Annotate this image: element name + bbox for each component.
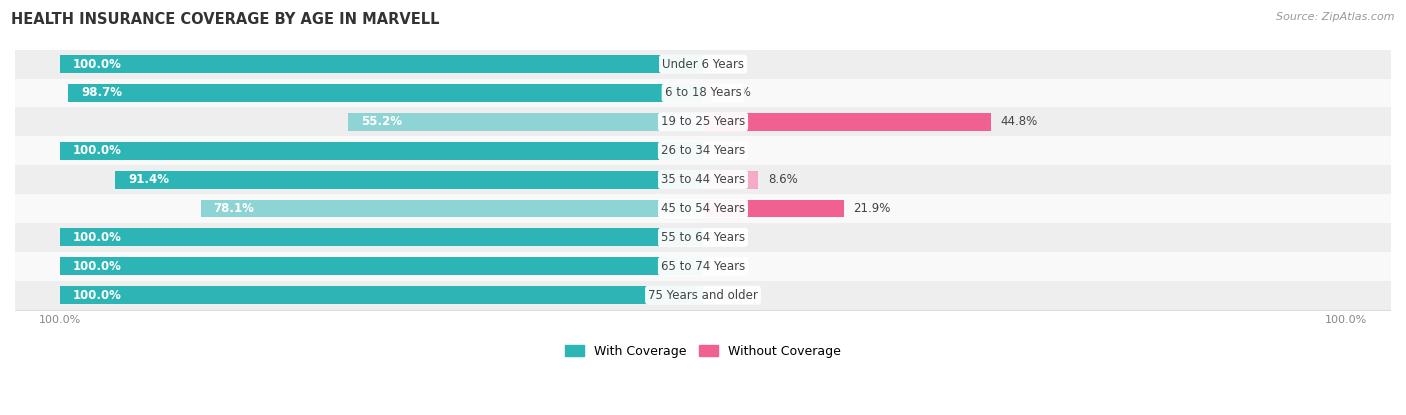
Text: 44.8%: 44.8% <box>1001 115 1038 128</box>
Bar <box>703 113 991 131</box>
Bar <box>15 165 1391 194</box>
Text: 0.0%: 0.0% <box>713 289 742 302</box>
Text: 0.0%: 0.0% <box>713 144 742 157</box>
Text: 100.0%: 100.0% <box>73 260 122 273</box>
Text: Source: ZipAtlas.com: Source: ZipAtlas.com <box>1277 12 1395 22</box>
Bar <box>15 107 1391 136</box>
Text: 91.4%: 91.4% <box>128 173 169 186</box>
Text: 0.0%: 0.0% <box>713 231 742 244</box>
Bar <box>15 50 1391 78</box>
Bar <box>703 171 758 188</box>
Text: 1.4%: 1.4% <box>721 86 752 100</box>
Bar <box>15 252 1391 281</box>
Text: 55 to 64 Years: 55 to 64 Years <box>661 231 745 244</box>
Text: 100.0%: 100.0% <box>73 144 122 157</box>
Text: 45 to 54 Years: 45 to 54 Years <box>661 202 745 215</box>
Bar <box>60 55 703 73</box>
Text: 21.9%: 21.9% <box>853 202 891 215</box>
Bar <box>115 171 703 188</box>
Text: Under 6 Years: Under 6 Years <box>662 58 744 71</box>
Text: 6 to 18 Years: 6 to 18 Years <box>665 86 741 100</box>
Bar <box>703 84 711 102</box>
Text: 75 Years and older: 75 Years and older <box>648 289 758 302</box>
Text: 35 to 44 Years: 35 to 44 Years <box>661 173 745 186</box>
Text: 100.0%: 100.0% <box>73 58 122 71</box>
Bar <box>15 281 1391 310</box>
Legend: With Coverage, Without Coverage: With Coverage, Without Coverage <box>561 339 845 363</box>
Text: 78.1%: 78.1% <box>214 202 254 215</box>
Bar <box>349 113 703 131</box>
Text: 0.0%: 0.0% <box>713 260 742 273</box>
Bar <box>15 194 1391 223</box>
Text: 100.0%: 100.0% <box>73 231 122 244</box>
Text: 0.0%: 0.0% <box>713 58 742 71</box>
Bar <box>15 78 1391 107</box>
Bar <box>60 142 703 160</box>
Text: 8.6%: 8.6% <box>768 173 797 186</box>
Text: 26 to 34 Years: 26 to 34 Years <box>661 144 745 157</box>
Text: 100.0%: 100.0% <box>73 289 122 302</box>
Bar <box>60 286 703 304</box>
Text: HEALTH INSURANCE COVERAGE BY AGE IN MARVELL: HEALTH INSURANCE COVERAGE BY AGE IN MARV… <box>11 12 440 27</box>
Text: 55.2%: 55.2% <box>361 115 402 128</box>
Bar <box>15 136 1391 165</box>
Text: 98.7%: 98.7% <box>82 86 122 100</box>
Bar <box>201 200 703 217</box>
Bar <box>60 228 703 247</box>
Text: 65 to 74 Years: 65 to 74 Years <box>661 260 745 273</box>
Bar <box>703 200 844 217</box>
Bar <box>69 84 703 102</box>
Bar <box>60 257 703 275</box>
Bar <box>15 223 1391 252</box>
Text: 19 to 25 Years: 19 to 25 Years <box>661 115 745 128</box>
